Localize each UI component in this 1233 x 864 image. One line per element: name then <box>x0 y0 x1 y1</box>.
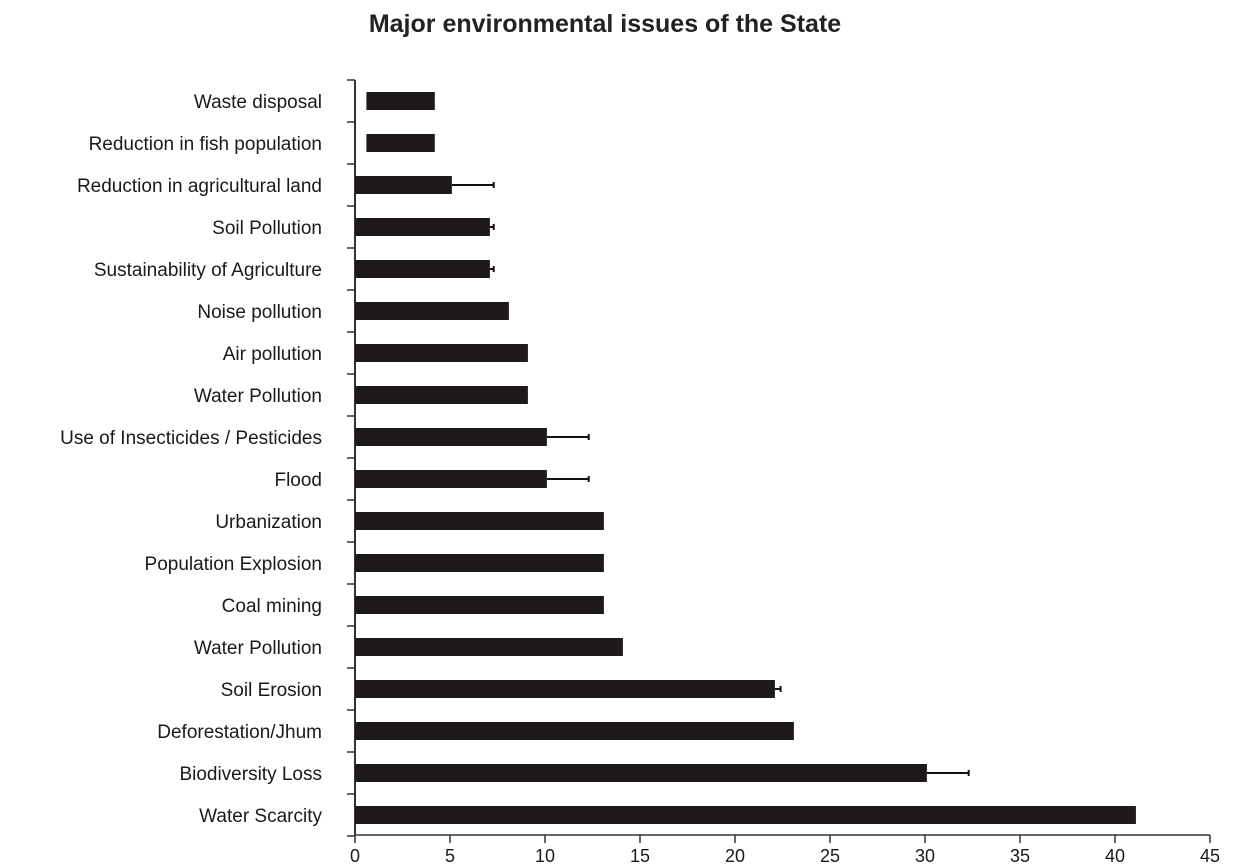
bar <box>355 596 604 614</box>
category-label: Urbanization <box>215 512 322 533</box>
bar <box>355 302 509 320</box>
category-label: Reduction in fish population <box>89 134 322 155</box>
bar <box>355 722 794 740</box>
category-label: Soil Erosion <box>221 680 322 701</box>
category-label: Noise pollution <box>197 302 322 323</box>
category-label: Coal mining <box>222 596 322 617</box>
category-label: Flood <box>274 470 322 491</box>
x-tick-label: 25 <box>820 846 840 864</box>
bar <box>355 386 528 404</box>
x-tick-label: 45 <box>1200 846 1220 864</box>
bar <box>355 554 604 572</box>
x-tick-label: 35 <box>1010 846 1030 864</box>
category-label: Biodiversity Loss <box>179 764 322 785</box>
bar <box>355 428 547 446</box>
chart-title: Major environmental issues of the State <box>368 10 842 38</box>
x-tick-label: 5 <box>445 846 455 864</box>
x-tick-label: 15 <box>630 846 650 864</box>
category-label: Water Pollution <box>194 386 322 407</box>
bar <box>355 176 452 194</box>
bar <box>355 218 490 236</box>
bar <box>355 680 775 698</box>
category-label: Use of Insecticides / Pesticides <box>60 428 322 449</box>
bar <box>355 260 490 278</box>
category-label: Waste disposal <box>194 92 322 113</box>
x-tick-label: 10 <box>535 846 555 864</box>
category-label: Sustainability of Agriculture <box>94 260 322 281</box>
category-label: Population Explosion <box>145 554 322 575</box>
x-tick-label: 20 <box>725 846 745 864</box>
bar <box>366 134 435 152</box>
bar <box>355 806 1136 824</box>
category-label: Deforestation/Jhum <box>157 722 322 743</box>
category-label: Water Pollution <box>194 638 322 659</box>
bar <box>355 512 604 530</box>
x-tick-label: 40 <box>1105 846 1125 864</box>
category-label: Soil Pollution <box>212 218 322 239</box>
bar <box>355 344 528 362</box>
category-label: Air pollution <box>223 344 322 365</box>
bar <box>355 470 547 488</box>
bar <box>355 764 927 782</box>
category-label: Water Scarcity <box>199 806 322 827</box>
x-tick-label: 0 <box>350 846 360 864</box>
category-label: Reduction in agricultural land <box>77 176 322 197</box>
bar <box>366 92 435 110</box>
x-tick-label: 30 <box>915 846 935 864</box>
bar <box>355 638 623 656</box>
